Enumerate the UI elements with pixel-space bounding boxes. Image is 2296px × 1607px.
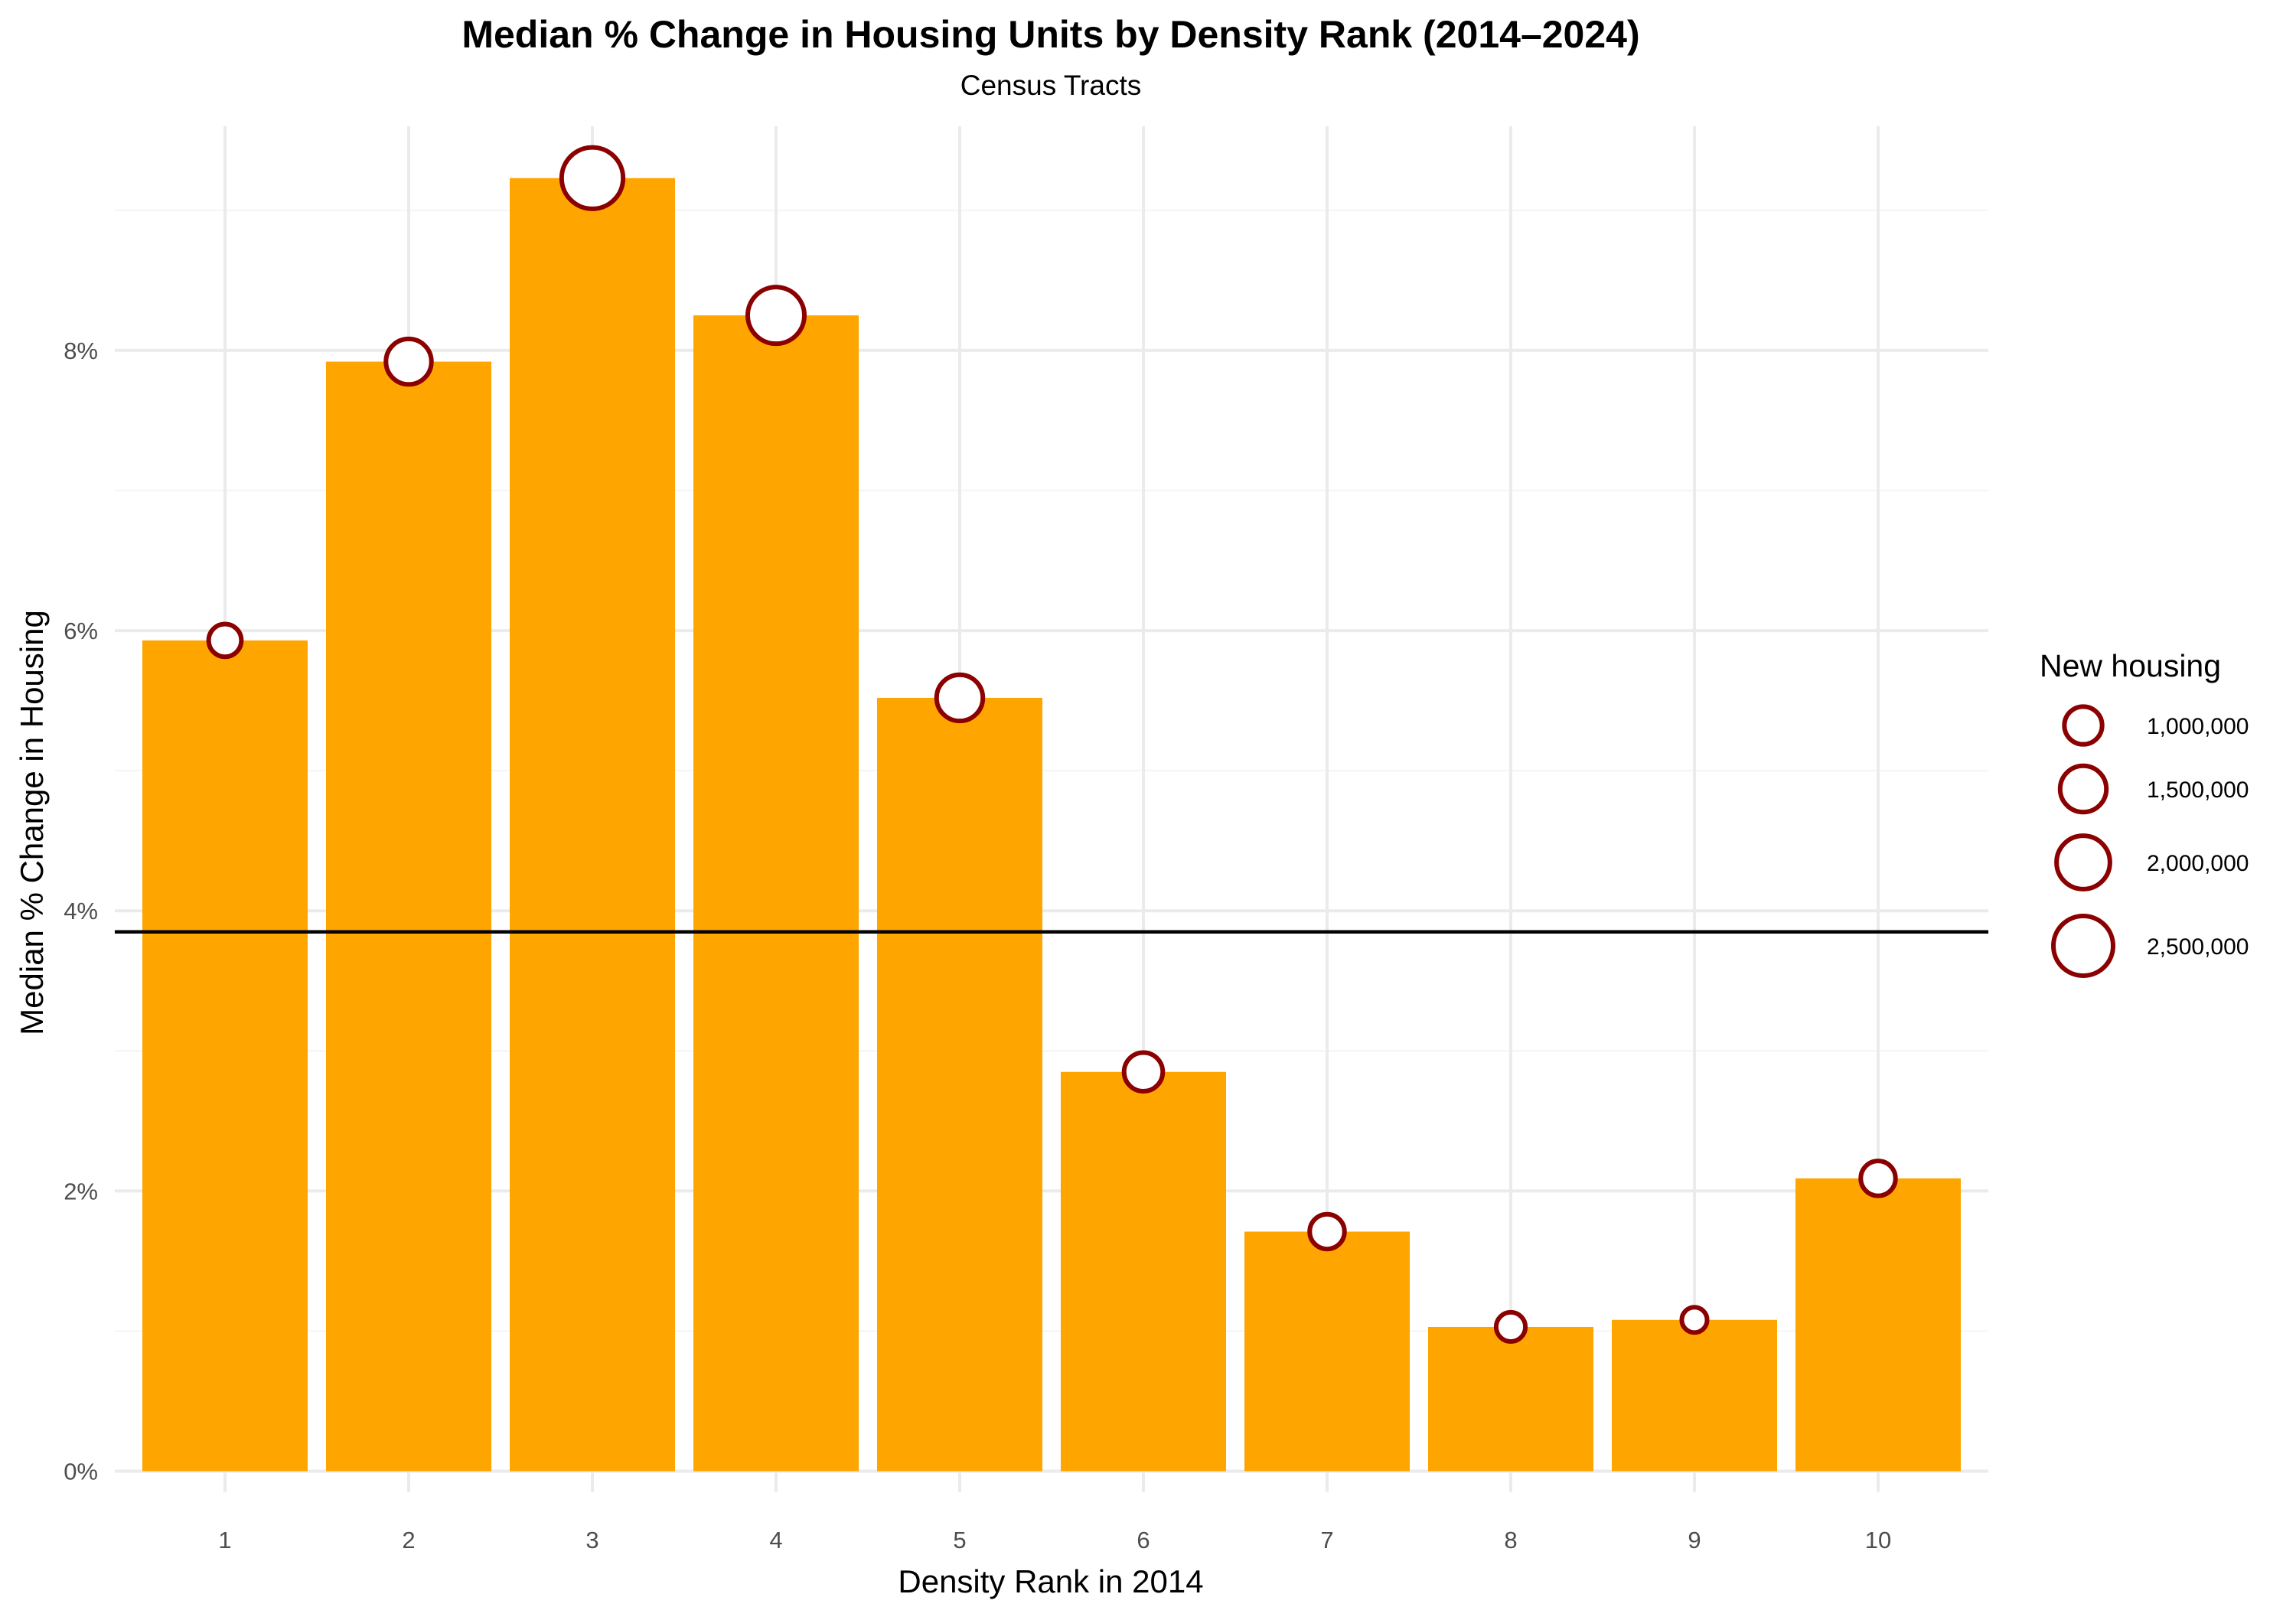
chart-title: Median % Change in Housing Units by Dens… <box>461 13 1639 56</box>
bar <box>1061 1071 1226 1472</box>
y-tick-label: 6% <box>64 618 98 644</box>
y-tick-label: 2% <box>64 1178 98 1204</box>
x-tick-label: 6 <box>1137 1527 1150 1553</box>
bubbles <box>206 145 1898 1345</box>
bar <box>1428 1326 1593 1472</box>
x-tick-label: 8 <box>1504 1527 1517 1553</box>
x-tick-label: 7 <box>1320 1527 1333 1553</box>
bubble-point <box>1493 1309 1528 1345</box>
bar <box>1244 1231 1410 1472</box>
y-tick-label: 4% <box>64 898 98 924</box>
y-axis-ticks: 0% 2% 4% 6% 8% <box>64 337 98 1485</box>
bar <box>1795 1178 1961 1472</box>
bar <box>510 178 675 1472</box>
x-tick-label: 4 <box>769 1527 782 1553</box>
legend-key-circle <box>2051 914 2115 978</box>
bubble-point <box>383 336 434 387</box>
legend: New housing 1,000,000 1,500,000 2,000,000 2… <box>2040 648 2249 978</box>
bubble-point <box>1307 1211 1347 1252</box>
legend-label: 1,500,000 <box>2147 777 2249 803</box>
x-tick-label: 2 <box>402 1527 415 1553</box>
legend-key-circle <box>2057 763 2109 815</box>
x-tick-label: 3 <box>585 1527 598 1553</box>
bar <box>142 640 308 1472</box>
legend-key-circle <box>2062 704 2105 747</box>
bar <box>877 697 1042 1472</box>
x-axis-title: Density Rank in 2014 <box>898 1563 1203 1599</box>
bubble-point <box>1679 1305 1710 1335</box>
bubble-point <box>745 285 807 347</box>
bubble-point <box>559 145 626 211</box>
bar <box>693 315 859 1472</box>
bars <box>142 178 1961 1472</box>
legend-label: 1,000,000 <box>2147 714 2249 739</box>
y-axis-title: Median % Change in Housing <box>14 610 50 1035</box>
legend-key-circle <box>2054 833 2112 892</box>
legend-items: 1,000,000 1,500,000 2,000,000 2,500,000 <box>2051 704 2249 978</box>
y-tick-label: 0% <box>64 1459 98 1485</box>
bubble-point <box>1121 1050 1166 1094</box>
bar <box>326 361 491 1472</box>
chart-subtitle: Census Tracts <box>960 70 1141 101</box>
bubble-point <box>1858 1159 1898 1198</box>
bar <box>1612 1319 1777 1472</box>
x-tick-label: 10 <box>1865 1527 1891 1553</box>
legend-label: 2,500,000 <box>2147 934 2249 960</box>
legend-label: 2,000,000 <box>2147 851 2249 876</box>
bubble-point <box>206 621 244 660</box>
x-tick-label: 5 <box>953 1527 966 1553</box>
x-tick-label: 9 <box>1688 1527 1701 1553</box>
x-axis-ticks: 1 2 3 4 5 6 7 8 9 10 <box>218 1527 1891 1553</box>
bubble-point <box>934 672 986 724</box>
y-tick-label: 8% <box>64 337 98 364</box>
x-tick-label: 1 <box>218 1527 231 1553</box>
legend-title: New housing <box>2040 648 2221 683</box>
